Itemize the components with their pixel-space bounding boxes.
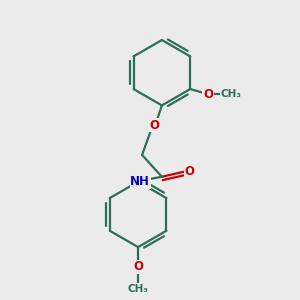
Text: O: O: [184, 165, 195, 178]
Text: O: O: [149, 119, 159, 132]
Text: CH₃: CH₃: [220, 89, 241, 99]
Text: O: O: [133, 260, 143, 273]
Text: CH₃: CH₃: [128, 284, 148, 294]
Text: O: O: [203, 88, 213, 100]
Text: NH: NH: [130, 175, 150, 188]
